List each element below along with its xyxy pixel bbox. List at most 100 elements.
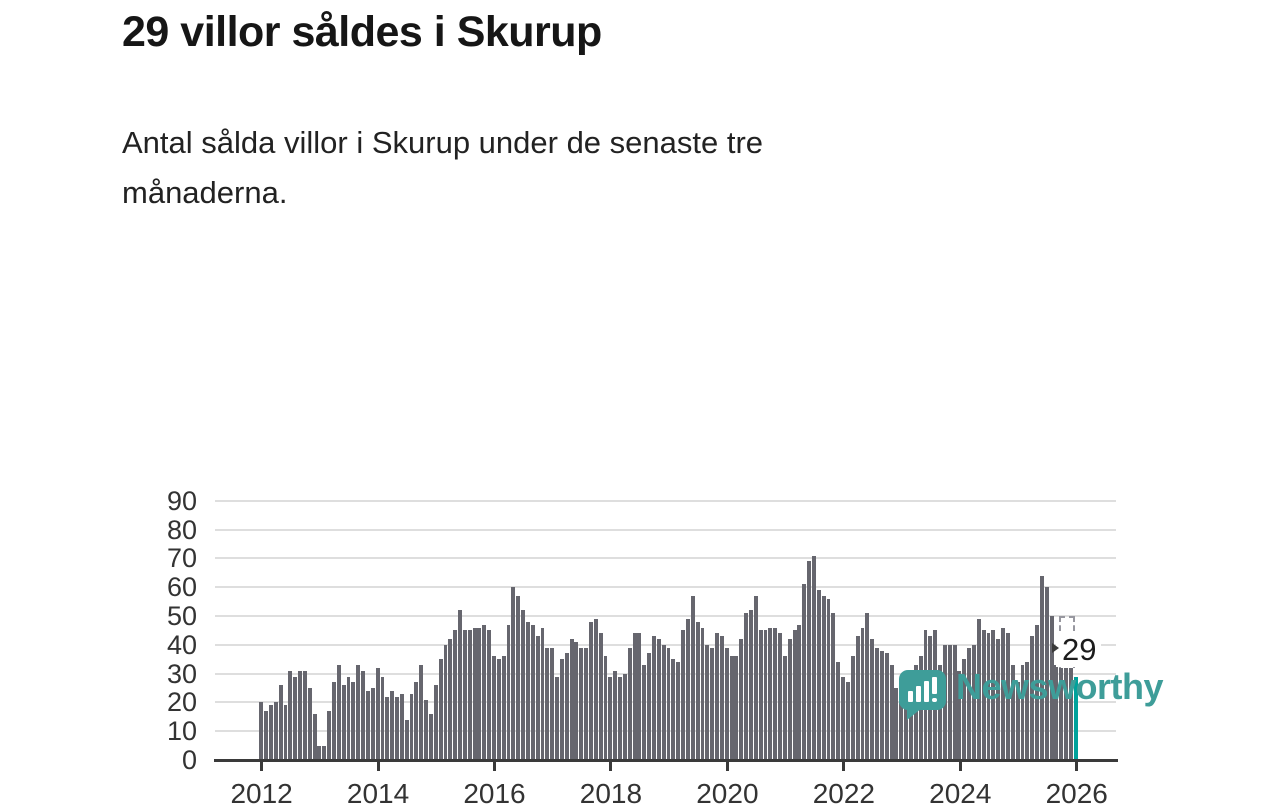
- bar: [1064, 667, 1069, 760]
- bar: [1049, 616, 1054, 760]
- bar: [487, 630, 492, 760]
- bar: [855, 636, 860, 760]
- bar: [482, 624, 487, 760]
- gridline: [215, 557, 1116, 560]
- bar: [1005, 633, 1010, 760]
- bar: [1030, 636, 1035, 760]
- bar: [710, 647, 715, 760]
- bar: [865, 613, 870, 760]
- x-tick-mark: [609, 762, 613, 771]
- bar: [579, 647, 584, 760]
- bar: [763, 630, 768, 760]
- y-tick-label: 40: [166, 629, 197, 660]
- bar: [448, 639, 453, 760]
- bar: [433, 685, 438, 760]
- bar: [375, 667, 380, 760]
- bar: [409, 693, 414, 760]
- bar: [564, 653, 569, 760]
- gridline: [215, 499, 1116, 502]
- bar: [967, 647, 972, 760]
- bar: [1010, 664, 1015, 760]
- bar: [850, 656, 855, 760]
- bar: [584, 647, 589, 760]
- bar: [807, 561, 812, 760]
- bar: [1039, 575, 1044, 760]
- bar: [259, 702, 264, 760]
- bar: [521, 610, 525, 760]
- bar: [991, 630, 996, 760]
- bar: [356, 664, 361, 760]
- bar: [608, 676, 613, 760]
- bar: [705, 644, 710, 760]
- bar: [453, 630, 458, 760]
- bar: [778, 633, 782, 760]
- bar: [516, 595, 521, 760]
- bar: [395, 696, 399, 760]
- logo-bubble-tail: [907, 708, 922, 720]
- bar: [816, 590, 821, 760]
- bar: [555, 676, 559, 760]
- bar: [879, 650, 884, 760]
- bar: [501, 656, 506, 760]
- annotation-arrow-icon: [1052, 643, 1059, 653]
- bar: [404, 719, 409, 760]
- bar: [676, 662, 681, 760]
- bar: [739, 639, 744, 760]
- y-tick-label: 80: [166, 514, 197, 545]
- bar: [429, 713, 433, 760]
- bar: [268, 705, 273, 760]
- x-axis-line: [214, 759, 1118, 762]
- y-tick-label: 10: [166, 716, 197, 747]
- bar: [458, 610, 462, 760]
- bar: [719, 636, 724, 760]
- x-tick-label: 2022: [812, 778, 875, 809]
- bar: [938, 664, 942, 760]
- last-value-label: 29: [1062, 632, 1097, 667]
- newsworthy-logo: Newsworthy: [896, 664, 1166, 720]
- x-tick-mark: [1075, 762, 1079, 771]
- bar: [545, 647, 550, 760]
- bar: [264, 711, 269, 760]
- y-tick-label: 60: [166, 572, 197, 603]
- x-tick-label: 2014: [346, 778, 410, 809]
- bar: [598, 633, 603, 760]
- bar: [661, 644, 666, 760]
- bar: [618, 676, 622, 760]
- bar: [884, 653, 889, 760]
- annotation-label-background: [1056, 631, 1101, 667]
- bar: [550, 647, 555, 760]
- bar: [438, 659, 443, 760]
- bar: [831, 613, 836, 760]
- bar: [782, 656, 787, 760]
- x-tick-mark: [725, 762, 729, 771]
- bar: [685, 618, 690, 760]
- bar: [307, 688, 312, 760]
- bar: [860, 627, 865, 760]
- bar: [792, 630, 797, 760]
- bar: [632, 633, 637, 760]
- bar: [414, 682, 419, 760]
- bar: [443, 644, 448, 760]
- x-tick-label: 2024: [929, 778, 992, 809]
- y-tick-label: 20: [166, 687, 197, 718]
- bar: [322, 745, 327, 760]
- bar: [370, 688, 375, 760]
- highlighted-current-bar: [1073, 676, 1078, 760]
- bar: [293, 676, 298, 760]
- x-tick-label: 2026: [1045, 778, 1108, 809]
- bar: [569, 639, 574, 760]
- bar: [472, 627, 477, 760]
- bar: [812, 555, 816, 760]
- bar: [302, 670, 307, 760]
- bar: [317, 745, 322, 760]
- bar: [734, 656, 739, 760]
- x-tick-label: 2016: [463, 778, 526, 809]
- bar: [530, 624, 535, 760]
- bar: [690, 595, 695, 760]
- x-tick-mark: [493, 762, 496, 771]
- bar: [972, 644, 976, 760]
- bar: [1020, 664, 1025, 760]
- bar: [976, 618, 981, 760]
- x-tick-mark: [376, 762, 380, 771]
- bar: [380, 676, 385, 760]
